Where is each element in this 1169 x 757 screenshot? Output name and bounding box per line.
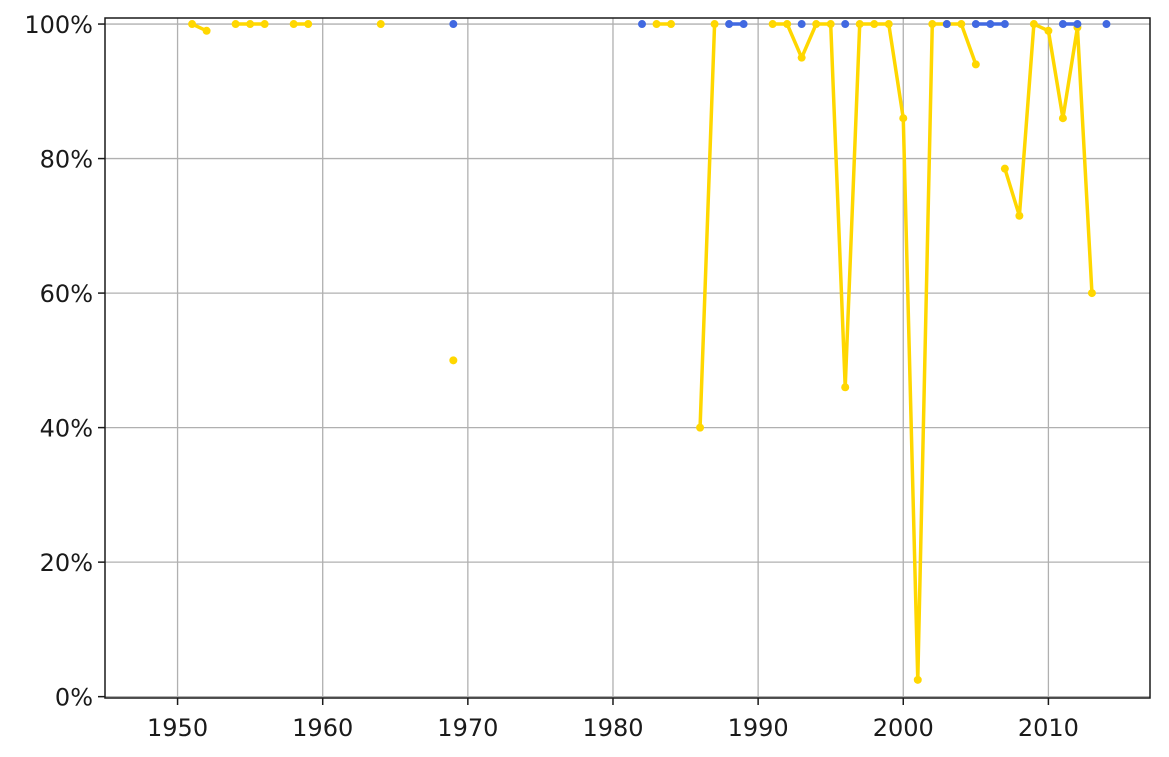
data-point xyxy=(841,20,850,29)
data-point xyxy=(797,53,806,62)
data-point xyxy=(942,20,951,29)
data-point xyxy=(855,20,864,29)
x-tick-label: 2010 xyxy=(1018,714,1079,742)
data-point xyxy=(986,20,995,29)
x-tick-label: 2000 xyxy=(873,714,934,742)
series-layer xyxy=(188,20,1111,684)
data-point xyxy=(812,20,821,29)
y-tick-label: 0% xyxy=(55,684,93,712)
data-point xyxy=(884,20,893,29)
data-point xyxy=(304,20,313,29)
data-point xyxy=(1000,164,1009,173)
data-point xyxy=(1087,289,1096,298)
data-point xyxy=(1044,26,1053,35)
y-tick-label: 80% xyxy=(40,146,93,174)
data-point xyxy=(768,20,777,29)
data-point xyxy=(739,20,748,29)
plot-frame xyxy=(104,17,1151,699)
x-tick-label: 1990 xyxy=(728,714,789,742)
data-point xyxy=(1058,20,1067,29)
data-point xyxy=(710,20,719,29)
series-line xyxy=(770,22,978,682)
x-tick-label: 1980 xyxy=(582,714,643,742)
y-tick-label: 60% xyxy=(40,280,93,308)
data-point xyxy=(1058,114,1067,123)
data-point xyxy=(188,20,197,29)
data-point xyxy=(696,423,705,432)
data-point xyxy=(289,20,298,29)
data-point xyxy=(246,20,255,29)
data-point xyxy=(449,20,458,29)
y-tick-label: 20% xyxy=(40,549,93,577)
series-line xyxy=(698,22,717,430)
data-point xyxy=(797,20,806,29)
data-point xyxy=(1029,20,1038,29)
y-tick-label: 100% xyxy=(24,11,93,39)
data-point xyxy=(841,383,850,392)
data-point xyxy=(971,20,980,29)
data-point xyxy=(449,356,458,365)
data-point xyxy=(638,20,647,29)
data-point xyxy=(260,20,269,29)
data-point xyxy=(667,20,676,29)
data-point xyxy=(971,60,980,69)
data-point xyxy=(1073,20,1082,29)
data-point xyxy=(1102,20,1111,29)
data-point xyxy=(1015,211,1024,220)
data-point xyxy=(870,20,879,29)
data-point xyxy=(376,20,385,29)
series-1 xyxy=(449,20,1111,29)
data-point xyxy=(826,20,835,29)
x-tick-label: 1960 xyxy=(292,714,353,742)
data-point xyxy=(913,675,922,684)
x-tick-label: 1970 xyxy=(437,714,498,742)
data-point xyxy=(899,114,908,123)
data-point xyxy=(957,20,966,29)
data-point xyxy=(928,20,937,29)
data-point xyxy=(202,26,211,35)
data-point xyxy=(231,20,240,29)
grid-lines xyxy=(105,18,1150,698)
data-point xyxy=(783,20,792,29)
data-point xyxy=(725,20,734,29)
y-tick-label: 40% xyxy=(40,415,93,443)
series-0 xyxy=(188,20,1096,684)
data-point xyxy=(1000,20,1009,29)
data-point xyxy=(652,20,661,29)
axis-ticks: 1950 1960 1970 1980 1990 2000 2010 0% 20% 40% 60% 8… xyxy=(24,11,1079,742)
x-tick-label: 1950 xyxy=(147,714,208,742)
